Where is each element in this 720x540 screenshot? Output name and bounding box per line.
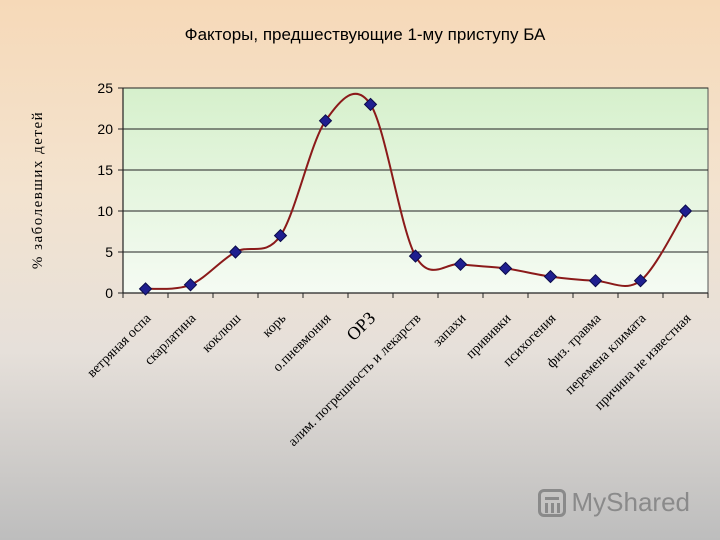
x-tick-label: корь (260, 311, 289, 340)
watermark: MyShared (537, 487, 691, 518)
data-point (408, 249, 423, 263)
x-tick-label: ОРЗ (342, 308, 379, 345)
data-point (543, 269, 558, 284)
data-point (138, 282, 153, 296)
data-point (678, 204, 693, 218)
y-axis-label: % заболевших детей (30, 111, 46, 269)
data-point (318, 114, 333, 128)
y-tick-label: 5 (105, 244, 113, 260)
x-tick-label: ветряная оспа (85, 311, 155, 381)
data-point (633, 273, 648, 288)
data-point (453, 257, 468, 272)
y-tick-label: 25 (97, 80, 113, 96)
y-tick-label: 10 (97, 203, 113, 219)
data-point (363, 97, 378, 112)
data-point (588, 273, 603, 288)
x-tick-label: запахи (431, 311, 470, 350)
data-point (183, 278, 198, 292)
myshared-logo-icon (537, 488, 566, 517)
x-tick-label: коклюш (200, 311, 245, 356)
y-tick-label: 0 (105, 285, 113, 301)
y-tick-label: 20 (97, 121, 113, 137)
x-tick-label: перемена климата (563, 311, 650, 398)
y-tick-label: 15 (97, 162, 113, 178)
data-point (498, 261, 513, 276)
data-point (228, 245, 243, 259)
watermark-text: MyShared (571, 487, 691, 517)
chart-title: Факторы, предшествующие 1-му приступу БА (185, 25, 546, 44)
data-point (273, 228, 288, 243)
